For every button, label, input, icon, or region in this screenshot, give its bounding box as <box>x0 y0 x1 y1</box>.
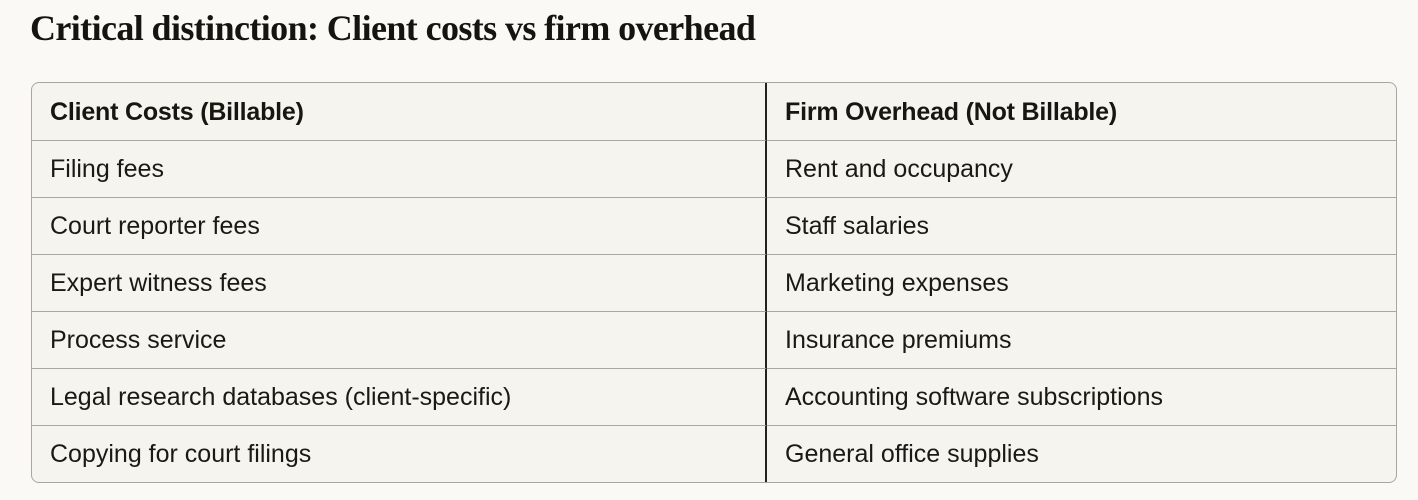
table-row: Legal research databases (client-specifi… <box>32 368 1396 425</box>
table-cell: Insurance premiums <box>767 311 1396 368</box>
table-header-row: Client Costs (Billable) Firm Overhead (N… <box>32 83 1396 140</box>
table-row: Process service Insurance premiums <box>32 311 1396 368</box>
table-cell: Marketing expenses <box>767 254 1396 311</box>
table-row: Expert witness fees Marketing expenses <box>32 254 1396 311</box>
table-cell: Legal research databases (client-specifi… <box>32 368 767 425</box>
table-cell: Staff salaries <box>767 197 1396 254</box>
table-cell: Process service <box>32 311 767 368</box>
table-cell: Rent and occupancy <box>767 140 1396 197</box>
table-row: Court reporter fees Staff salaries <box>32 197 1396 254</box>
table-cell: Filing fees <box>32 140 767 197</box>
table-header-cell-client-costs: Client Costs (Billable) <box>32 83 767 140</box>
comparison-table: Client Costs (Billable) Firm Overhead (N… <box>31 82 1397 483</box>
table-header-cell-firm-overhead: Firm Overhead (Not Billable) <box>785 97 1117 126</box>
page-title: Critical distinction: Client costs vs fi… <box>30 8 756 48</box>
table-cell: Accounting software subscriptions <box>767 368 1396 425</box>
table-cell: Expert witness fees <box>32 254 767 311</box>
table-cell: General office supplies <box>767 425 1396 482</box>
table-row: Copying for court filings General office… <box>32 425 1396 482</box>
table-cell: Court reporter fees <box>32 197 767 254</box>
table-cell: Copying for court filings <box>32 425 767 482</box>
table-row: Filing fees Rent and occupancy <box>32 140 1396 197</box>
